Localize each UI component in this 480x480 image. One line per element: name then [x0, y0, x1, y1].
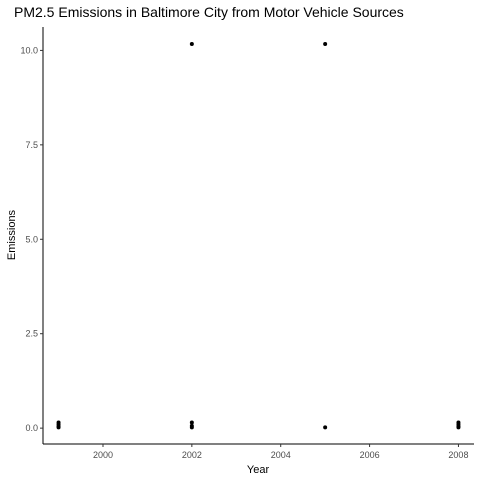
y-tick-label: 5.0: [25, 234, 38, 244]
y-tick-label: 7.5: [25, 140, 38, 150]
x-tick-label: 2000: [93, 450, 113, 460]
x-tick-label: 2006: [360, 450, 380, 460]
data-point: [56, 420, 61, 425]
x-tick-label: 2008: [448, 450, 468, 460]
x-axis-title: Year: [247, 464, 270, 476]
y-tick-label: 0.0: [25, 423, 38, 433]
y-axis: 0.0 2.5 5.0 7.5 10.0: [20, 27, 44, 444]
plot-area: [56, 41, 461, 430]
x-axis: 2000 2002 2004 2006 2008: [43, 443, 474, 460]
data-point: [189, 425, 194, 430]
data-point: [323, 425, 328, 430]
y-tick-label: 10.0: [20, 45, 38, 55]
data-point: [189, 420, 194, 425]
y-axis-title: Emissions: [6, 209, 18, 260]
y-tick-label: 2.5: [25, 329, 38, 339]
x-tick-label: 2002: [182, 450, 202, 460]
chart-title: PM2.5 Emissions in Baltimore City from M…: [14, 4, 404, 20]
data-point: [189, 41, 194, 46]
data-point: [323, 41, 328, 46]
x-tick-label: 2004: [271, 450, 291, 460]
data-point: [456, 420, 461, 425]
